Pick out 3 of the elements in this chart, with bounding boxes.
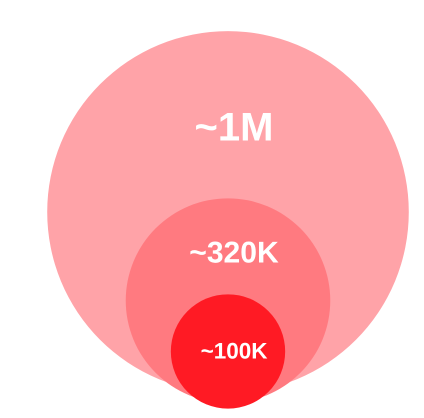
data-label: ~320K [189, 236, 279, 270]
data-label: ~1M [194, 105, 274, 150]
data-label: ~100K [200, 338, 268, 364]
